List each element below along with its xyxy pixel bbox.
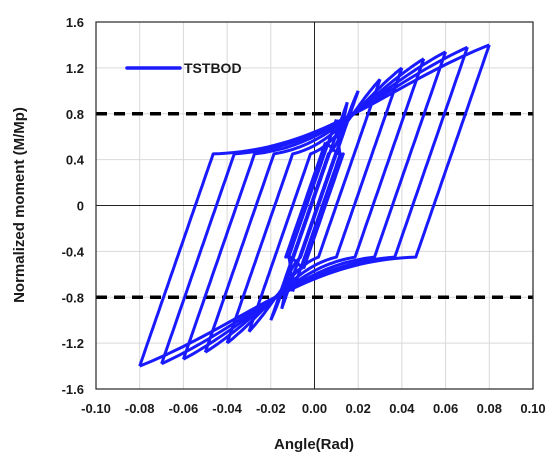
- y-tick-label: 0.4: [66, 153, 85, 168]
- x-tick-label: -0.10: [81, 401, 111, 416]
- y-tick-label: 1.2: [66, 61, 84, 76]
- y-tick-label: -1.6: [62, 382, 84, 397]
- series-line-tstbod: [181, 50, 447, 360]
- series-line-tstbod: [138, 43, 490, 367]
- y-tick-label: 0: [77, 199, 84, 214]
- x-tick-label: 0.00: [302, 401, 327, 416]
- series-line-tstbod: [203, 57, 425, 353]
- x-axis-label: Angle(Rad): [274, 436, 354, 453]
- zero-axes: [96, 22, 533, 389]
- y-tick-label: 1.6: [66, 15, 84, 30]
- x-tick-label: -0.08: [125, 401, 155, 416]
- series-line-tstbod: [182, 51, 448, 361]
- x-tick-labels: -0.10 -0.08 -0.06 -0.04 -0.02 0.00 0.02 0.04 0.0…: [81, 401, 545, 416]
- plot-frame: [95, 21, 534, 390]
- series-line-tstbod: [204, 58, 426, 354]
- y-tick-label: -0.8: [62, 290, 84, 305]
- series-layer: [138, 43, 491, 368]
- x-tick-label: 0.08: [477, 401, 502, 416]
- x-tick-label: -0.02: [256, 401, 286, 416]
- reference-lines: [96, 112, 533, 299]
- x-tick-label: 0.04: [389, 401, 415, 416]
- x-tick-label: -0.04: [212, 401, 242, 416]
- x-tick-label: 0.02: [346, 401, 371, 416]
- y-tick-label: -0.4: [62, 244, 85, 259]
- y-tick-labels: -1.6 -1.2 -0.8 -0.4 0 0.4 0.8 1.2 1.6: [62, 15, 85, 397]
- legend-label: TSTBOD: [184, 60, 242, 76]
- series-line-tstbod: [139, 44, 491, 368]
- y-tick-label: 0.8: [66, 107, 84, 122]
- x-tick-label: 0.06: [433, 401, 458, 416]
- x-tick-label: -0.06: [169, 401, 199, 416]
- y-tick-label: -1.2: [62, 336, 84, 351]
- legend: TSTBOD: [125, 60, 242, 76]
- y-axis-label: Normalized moment (M/Mp): [11, 107, 28, 303]
- x-tick-label: 0.10: [520, 401, 545, 416]
